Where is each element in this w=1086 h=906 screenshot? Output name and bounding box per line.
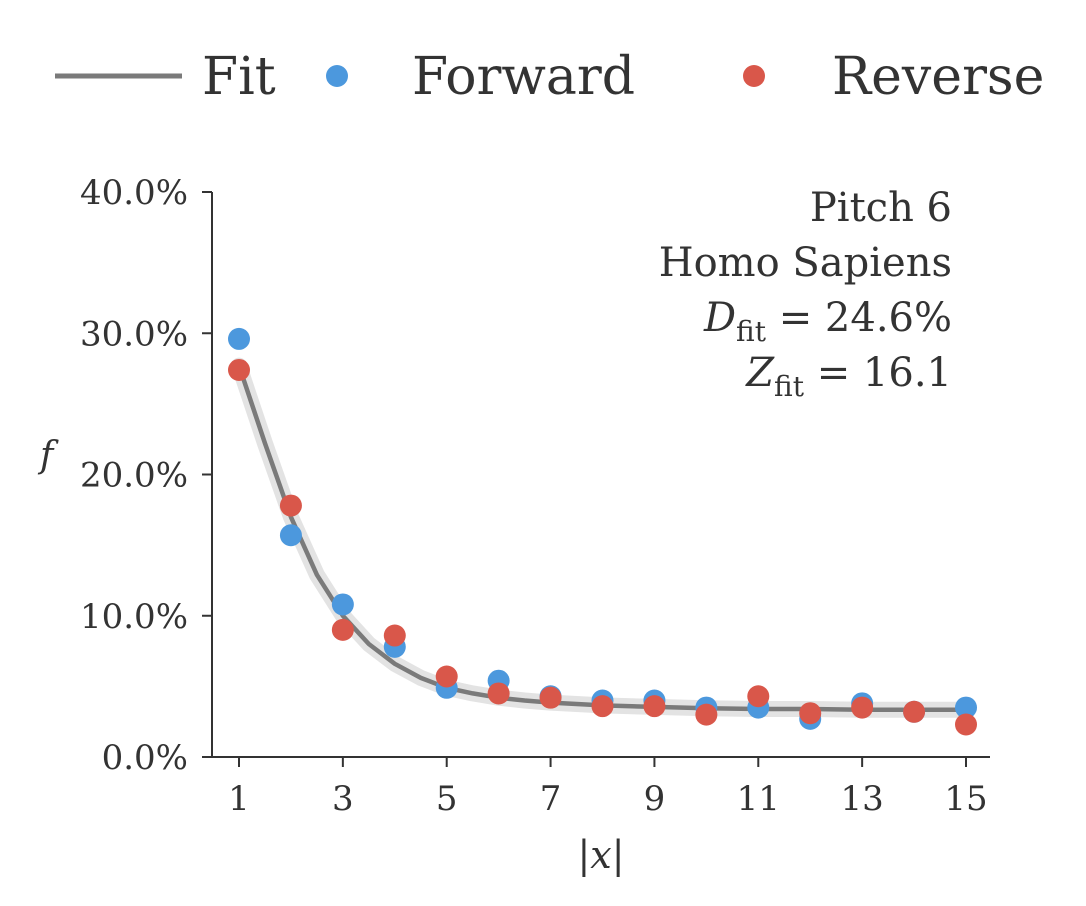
legend-reverse-label: Reverse bbox=[832, 47, 1044, 107]
x-axis-label: |x| bbox=[577, 833, 624, 877]
forward-point bbox=[331, 593, 354, 616]
reverse-point bbox=[643, 695, 666, 718]
reverse-point bbox=[955, 713, 977, 736]
y-tick-label: 40.0% bbox=[80, 173, 188, 213]
annotation-d-fit: Dfit = 24.6% bbox=[703, 295, 952, 348]
legend-fit-label: Fit bbox=[202, 47, 276, 107]
x-tick-label: 1 bbox=[228, 779, 250, 819]
forward-point bbox=[228, 327, 250, 350]
x-ticks: 1 3 5 7 9 11 13 15 bbox=[228, 757, 988, 819]
d-value: = 24.6% bbox=[766, 295, 952, 341]
annotation: Pitch 6 Homo Sapiens Dfit = 24.6% Zfit =… bbox=[659, 185, 952, 403]
z-subscript: fit bbox=[774, 370, 805, 403]
y-tick-label: 10.0% bbox=[80, 597, 188, 637]
fit-layer bbox=[231, 357, 974, 718]
annotation-species: Homo Sapiens bbox=[659, 240, 952, 286]
fit-confidence-band bbox=[231, 357, 974, 718]
d-symbol: D bbox=[703, 295, 736, 341]
reverse-point bbox=[903, 700, 926, 723]
d-subscript: fit bbox=[736, 315, 767, 348]
reverse-point bbox=[851, 696, 874, 719]
y-axis-label: f bbox=[37, 435, 59, 476]
forward-point bbox=[955, 696, 977, 719]
reverse-point bbox=[487, 682, 510, 705]
reverse-point bbox=[799, 702, 822, 725]
z-symbol: Z bbox=[744, 350, 775, 396]
y-tick-label: 20.0% bbox=[80, 456, 188, 496]
y-tick-label: 0.0% bbox=[102, 738, 188, 778]
legend-reverse-marker bbox=[743, 65, 765, 87]
reverse-point bbox=[331, 618, 354, 641]
reverse-point bbox=[747, 685, 770, 708]
legend: Fit Forward Reverse bbox=[55, 47, 1044, 107]
points-layer bbox=[228, 327, 977, 736]
annotation-z-fit: Zfit = 16.1 bbox=[744, 350, 952, 403]
fit-line bbox=[236, 364, 966, 712]
x-tick-label: 11 bbox=[737, 779, 780, 819]
reverse-point bbox=[383, 624, 406, 647]
annotation-pitch: Pitch 6 bbox=[810, 185, 952, 231]
y-tick-label: 30.0% bbox=[80, 314, 188, 354]
reverse-point bbox=[228, 358, 250, 381]
x-tick-label: 7 bbox=[540, 779, 562, 819]
x-tick-label: 9 bbox=[644, 779, 666, 819]
x-tick-label: 3 bbox=[332, 779, 354, 819]
reverse-point bbox=[591, 695, 614, 718]
reverse-point bbox=[435, 665, 458, 688]
forward-point bbox=[279, 524, 302, 547]
x-tick-label: 15 bbox=[944, 779, 987, 819]
z-value: = 16.1 bbox=[804, 350, 952, 396]
reverse-point bbox=[279, 494, 302, 517]
x-tick-label: 5 bbox=[436, 779, 458, 819]
legend-forward-marker bbox=[326, 65, 348, 87]
legend-forward-label: Forward bbox=[412, 47, 635, 107]
x-tick-label: 13 bbox=[841, 779, 884, 819]
reverse-point bbox=[539, 686, 562, 709]
y-ticks: 0.0% 10.0% 20.0% 30.0% 40.0% bbox=[80, 173, 212, 778]
reverse-point bbox=[695, 703, 718, 726]
